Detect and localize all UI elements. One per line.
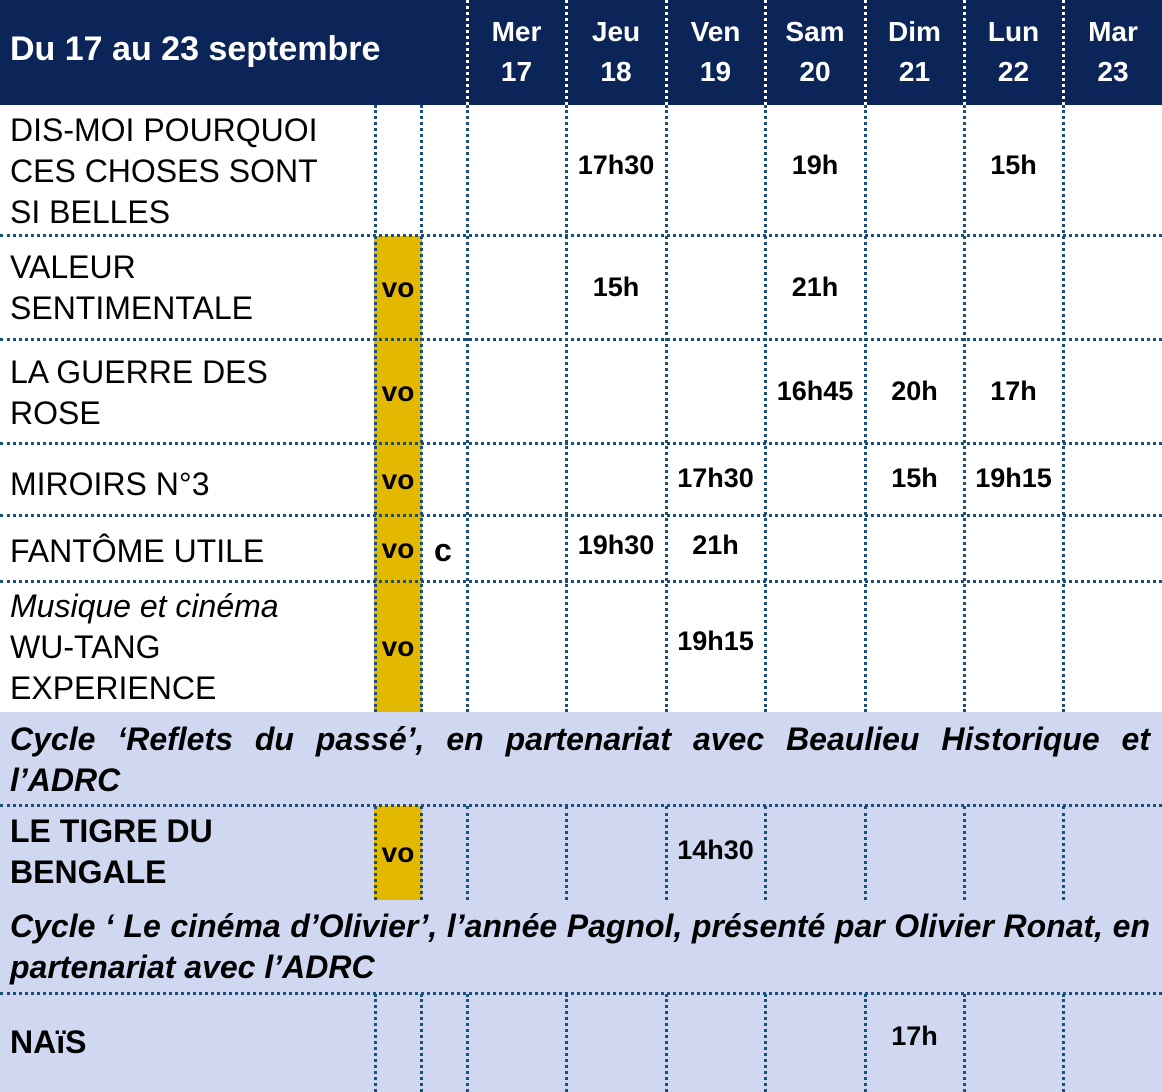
grid-line: [864, 994, 867, 1092]
header-divider: [1062, 0, 1065, 105]
showtime: 17h: [891, 1021, 938, 1051]
header-divider: [565, 0, 568, 105]
showtime: 16h45: [776, 376, 854, 406]
nais-row-band: [0, 994, 1162, 1092]
vo-badge: vo: [374, 806, 422, 900]
day-header-ven: Ven 19: [690, 16, 741, 87]
day-header-lun: Lun 22: [987, 16, 1040, 87]
grid-line: [764, 994, 767, 1092]
day-header-mar: Mar 23: [1088, 16, 1138, 87]
showtime: 19h15: [677, 626, 754, 656]
row-divider: [0, 580, 1162, 583]
grid-line: [665, 105, 668, 712]
tigre-row-band: [0, 806, 1162, 900]
showtime: 17h: [990, 376, 1037, 406]
grid-line: [963, 105, 966, 712]
header-divider: [466, 0, 469, 105]
grid-line: [1062, 105, 1065, 712]
grid-line: [1062, 806, 1065, 900]
grid-line: [764, 806, 767, 900]
vo-badge: vo: [374, 516, 422, 582]
cycle-band-reflets: [0, 712, 1162, 806]
row-divider: [0, 804, 1162, 807]
showtime: 20h: [891, 376, 938, 406]
showtime: 15h: [891, 463, 938, 493]
film-title: FANTÔME UTILE: [10, 533, 265, 569]
header-bar: [0, 0, 1162, 105]
day-header-jeu: Jeu 18: [591, 16, 641, 87]
showtime: 19h15: [975, 463, 1052, 493]
grid-line: [374, 806, 377, 900]
grid-line: [963, 994, 966, 1092]
cycle-band-olivier: [0, 900, 1162, 994]
grid-line: [764, 105, 767, 712]
header-divider: [665, 0, 668, 105]
vo-badge: vo: [374, 236, 422, 340]
grid-line: [565, 806, 568, 900]
showtime: 19h: [791, 150, 839, 180]
header-divider: [963, 0, 966, 105]
week-title: Du 17 au 23 septembre: [10, 30, 381, 68]
header-divider: [764, 0, 767, 105]
row-divider: [0, 514, 1162, 517]
showtime: 15h: [990, 150, 1037, 180]
film-title: LA GUERRE DES ROSE: [10, 354, 268, 431]
row-divider: [0, 234, 1162, 237]
film-title: DIS-MOI POURQUOI CES CHOSES SONT SI BELL…: [10, 112, 318, 230]
film-title: NAïS: [10, 1024, 87, 1060]
row-divider: [0, 338, 1162, 341]
film-title: Musique et cinéma WU-TANG EXPERIENCE: [10, 588, 279, 706]
grid-line: [374, 105, 377, 712]
showtime: 17h30: [577, 150, 655, 180]
showtime: 14h30: [677, 835, 754, 865]
grid-line: [420, 994, 423, 1092]
showtime: 15h: [592, 272, 640, 302]
grid-line: [665, 806, 668, 900]
grid-line: [466, 994, 469, 1092]
vo-badge: vo: [374, 582, 422, 712]
grid-line: [466, 105, 469, 712]
grid-line: [864, 105, 867, 712]
grid-line: [420, 105, 423, 712]
grid-line: [466, 806, 469, 900]
showtime: 21h: [692, 530, 739, 560]
grid-line: [374, 994, 377, 1092]
showtime: 21h: [791, 272, 839, 302]
film-title: MIROIRS N°3: [10, 466, 210, 502]
grid-line: [565, 994, 568, 1092]
grid-line: [565, 105, 568, 712]
row-divider: [0, 442, 1162, 445]
grid-line: [1062, 994, 1065, 1092]
day-header-dim: Dim 21: [888, 16, 941, 87]
day-header-mer: Mer 17: [491, 16, 542, 87]
grid-line: [665, 994, 668, 1092]
grid-line: [963, 806, 966, 900]
c-mark: c: [434, 532, 452, 568]
header-divider: [864, 0, 867, 105]
cycle-heading: Cycle ‘Reflets du passé’, en partenariat…: [10, 721, 1150, 798]
showtime: 19h30: [577, 530, 655, 560]
film-subtitle: Musique et cinéma: [10, 588, 279, 624]
day-header-sam: Sam 20: [785, 16, 845, 87]
vo-badge: vo: [374, 340, 422, 444]
grid-line: [864, 806, 867, 900]
film-title: VALEUR SENTIMENTALE: [10, 249, 253, 326]
vo-badge: vo: [374, 444, 422, 516]
row-divider: [0, 992, 1162, 995]
grid-line: [420, 806, 423, 900]
showtime: 17h30: [677, 463, 754, 493]
cycle-heading: Cycle ‘ Le cinéma d’Olivier’, l’année Pa…: [10, 908, 1150, 985]
film-title: LE TIGRE DU BENGALE: [10, 813, 213, 890]
